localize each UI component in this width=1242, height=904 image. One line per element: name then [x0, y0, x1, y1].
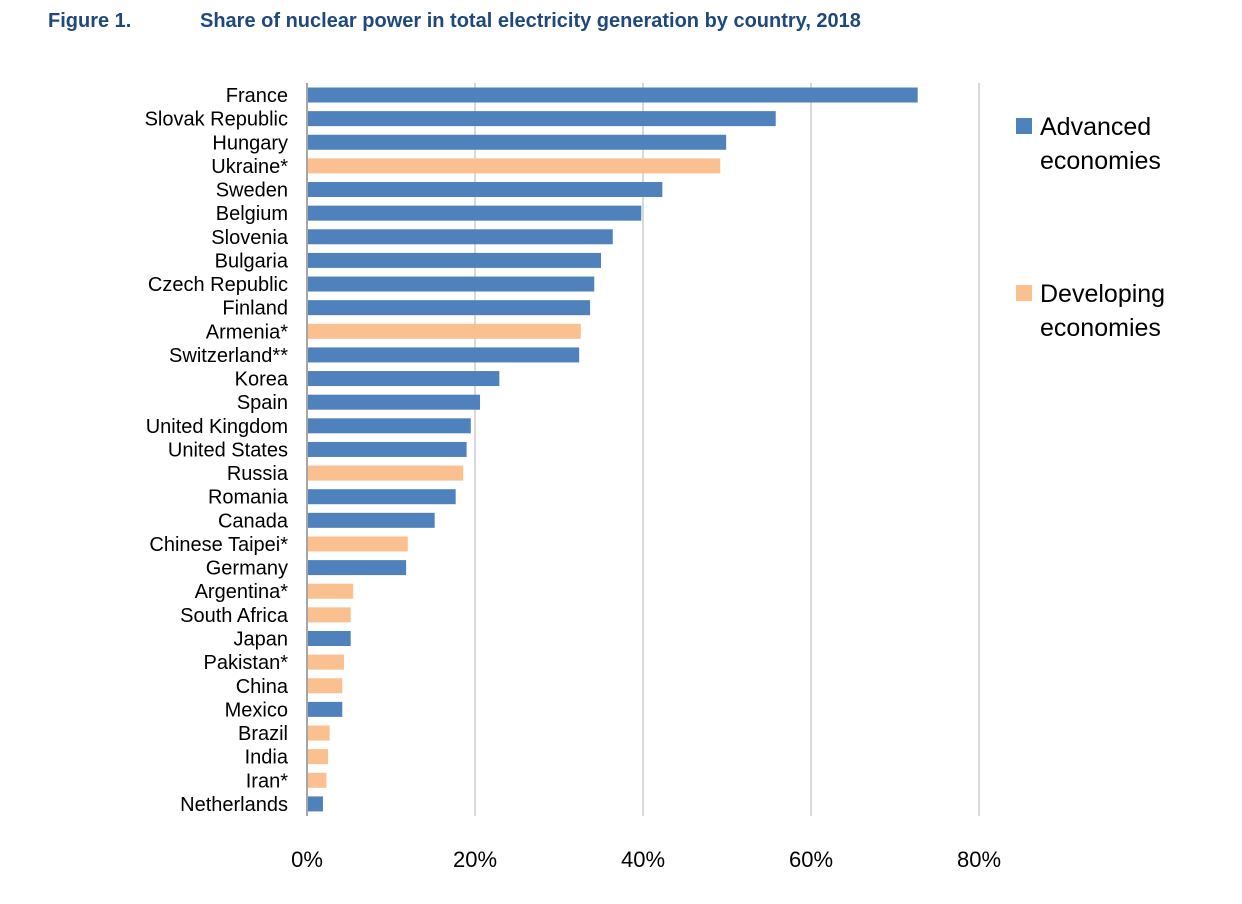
bar — [307, 111, 776, 127]
bar — [307, 347, 580, 363]
bar — [307, 465, 464, 481]
x-tick-label: 80% — [957, 847, 1001, 872]
bar — [307, 252, 601, 268]
figure-label: Figure 1. — [48, 10, 132, 32]
category-label: Korea — [235, 369, 289, 391]
bar — [307, 749, 328, 765]
category-label: France — [226, 85, 288, 107]
category-label: Belgium — [216, 203, 288, 225]
category-label: Finland — [222, 298, 288, 320]
x-tick-label: 20% — [453, 847, 497, 872]
bar — [307, 607, 351, 623]
legend-label: economies — [1040, 147, 1161, 175]
bar — [307, 87, 918, 103]
bar — [307, 583, 354, 599]
category-label: India — [245, 747, 289, 769]
category-label: United States — [168, 439, 288, 461]
bar — [307, 229, 613, 245]
category-label: South Africa — [180, 605, 289, 627]
category-label: Japan — [234, 628, 289, 650]
category-label: Bulgaria — [215, 250, 289, 272]
bar — [307, 394, 481, 410]
category-label: Iran* — [246, 770, 288, 792]
bar — [307, 725, 330, 741]
bar — [307, 654, 344, 670]
bar — [307, 678, 343, 694]
bar — [307, 512, 435, 528]
bar — [307, 323, 581, 339]
category-label: Czech Republic — [148, 274, 288, 296]
bar — [307, 701, 343, 717]
bar — [307, 182, 663, 198]
category-label: Mexico — [225, 699, 288, 721]
category-label: Spain — [237, 392, 288, 414]
bar — [307, 560, 407, 576]
category-label: Slovenia — [211, 227, 289, 249]
category-label: Brazil — [238, 723, 288, 745]
x-tick-label: 40% — [621, 847, 665, 872]
category-label: Canada — [218, 510, 289, 532]
bar — [307, 536, 408, 552]
bar — [307, 489, 456, 505]
bar — [307, 276, 595, 292]
category-label: Slovak Republic — [145, 109, 288, 131]
bar — [307, 158, 721, 174]
category-label: Armenia* — [206, 321, 288, 343]
category-label: Argentina* — [195, 581, 289, 603]
category-label: Netherlands — [180, 794, 288, 816]
legend-swatch — [1016, 118, 1032, 134]
bar — [307, 441, 467, 457]
category-label: United Kingdom — [146, 416, 288, 438]
category-label: Russia — [227, 463, 289, 485]
bar — [307, 630, 351, 646]
legend-swatch — [1016, 285, 1032, 301]
bar — [307, 772, 327, 788]
legend-label: Advanced — [1040, 113, 1151, 141]
bar — [307, 418, 471, 434]
bar — [307, 205, 642, 221]
category-label: Pakistan* — [204, 652, 289, 674]
category-label: Chinese Taipei* — [149, 534, 288, 556]
bar — [307, 134, 727, 150]
chart-title: Share of nuclear power in total electric… — [200, 10, 861, 32]
legend-label: economies — [1040, 314, 1161, 342]
legend-label: Developing — [1040, 280, 1165, 308]
category-label: Sweden — [216, 180, 288, 202]
x-tick-label: 0% — [291, 847, 323, 872]
category-label: Germany — [206, 558, 288, 580]
category-label: Hungary — [212, 132, 288, 154]
category-label: China — [236, 676, 289, 698]
category-label: Ukraine* — [211, 156, 288, 178]
bar — [307, 300, 591, 316]
x-tick-label: 60% — [789, 847, 833, 872]
bar — [307, 371, 500, 387]
bar — [307, 796, 323, 812]
category-label: Switzerland** — [169, 345, 288, 367]
category-label: Romania — [208, 487, 289, 509]
